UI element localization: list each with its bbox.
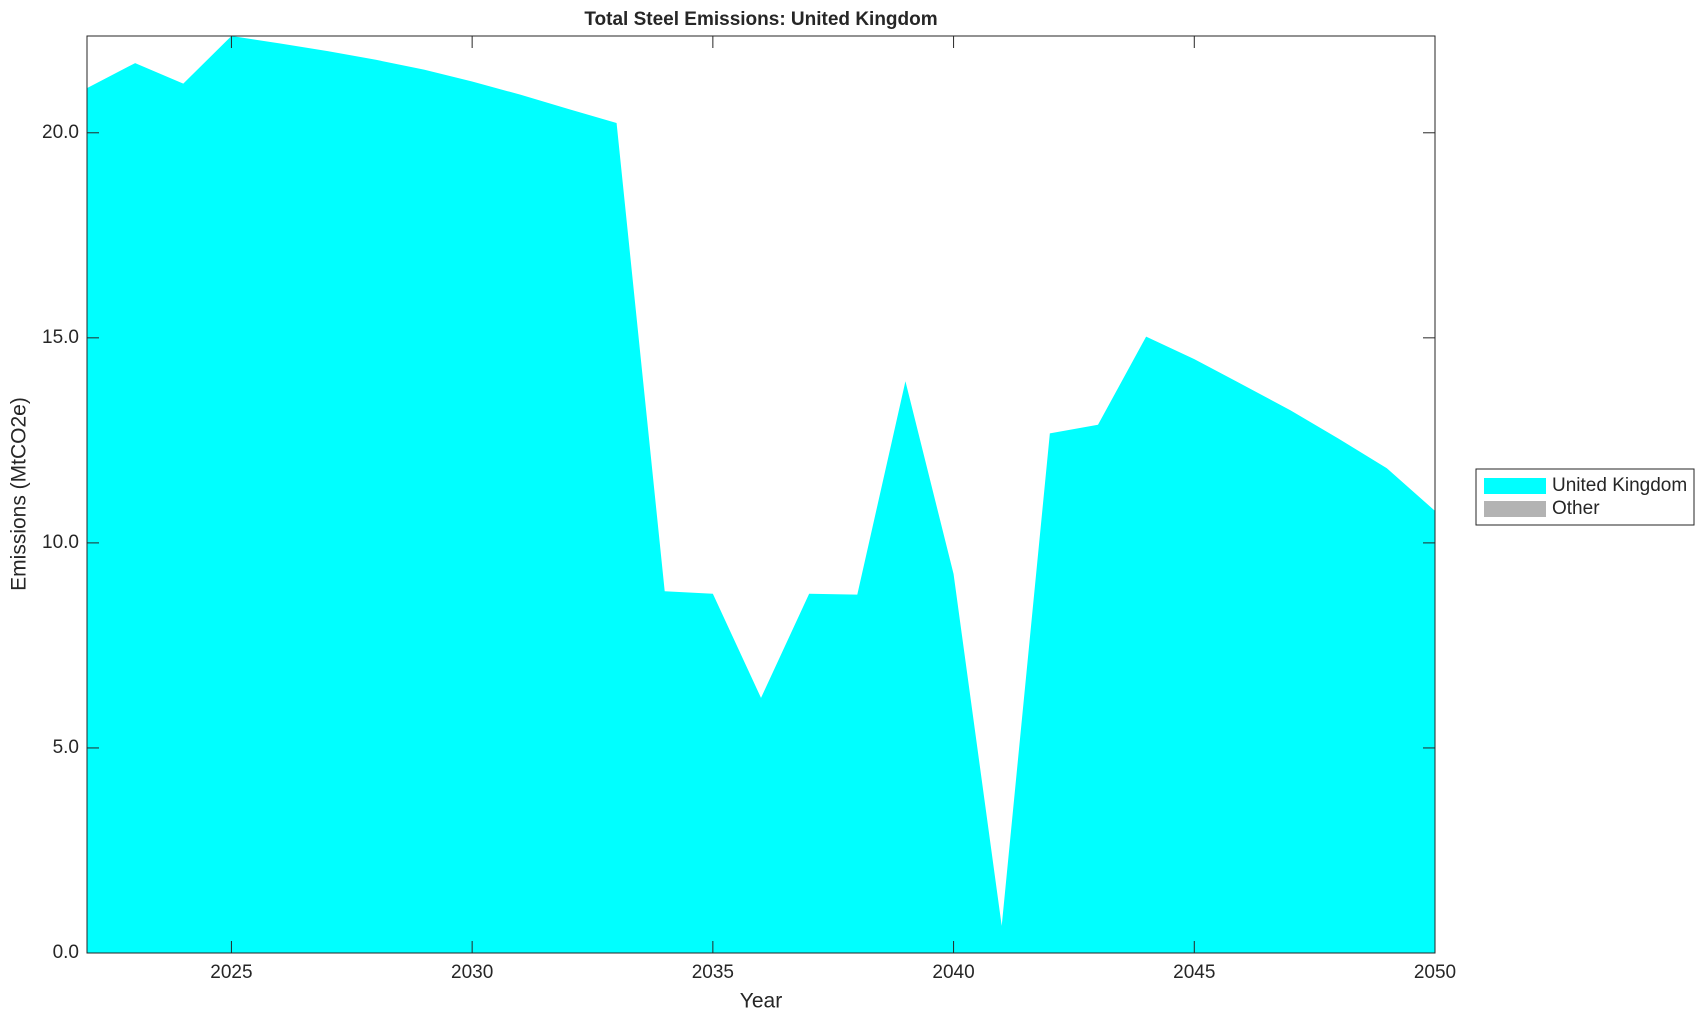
y-tick-label: 20.0 [42, 122, 79, 143]
x-tick-label: 2050 [1414, 962, 1456, 983]
x-tick-label: 2045 [1173, 962, 1215, 983]
legend-label: Other [1552, 498, 1600, 519]
plot-frame [86, 35, 1436, 954]
y-tick-label: 15.0 [42, 327, 79, 348]
x-tick-label: 2030 [451, 962, 493, 983]
y-tick-label: 0.0 [53, 942, 79, 963]
x-tick-label: 2025 [210, 962, 252, 983]
legend-label: United Kingdom [1552, 475, 1687, 496]
x-axis-label: Year [740, 990, 782, 1013]
y-axis-label: Emissions (MtCO2e) [8, 397, 31, 591]
legend-swatch [1484, 478, 1546, 494]
y-tick-label: 5.0 [53, 737, 79, 758]
chart-title: Total Steel Emissions: United Kingdom [584, 9, 937, 30]
legend-swatch [1484, 501, 1546, 517]
x-tick-label: 2035 [692, 962, 734, 983]
area [87, 36, 1435, 953]
x-tick-label: 2040 [932, 962, 974, 983]
y-tick-label: 10.0 [42, 532, 79, 553]
